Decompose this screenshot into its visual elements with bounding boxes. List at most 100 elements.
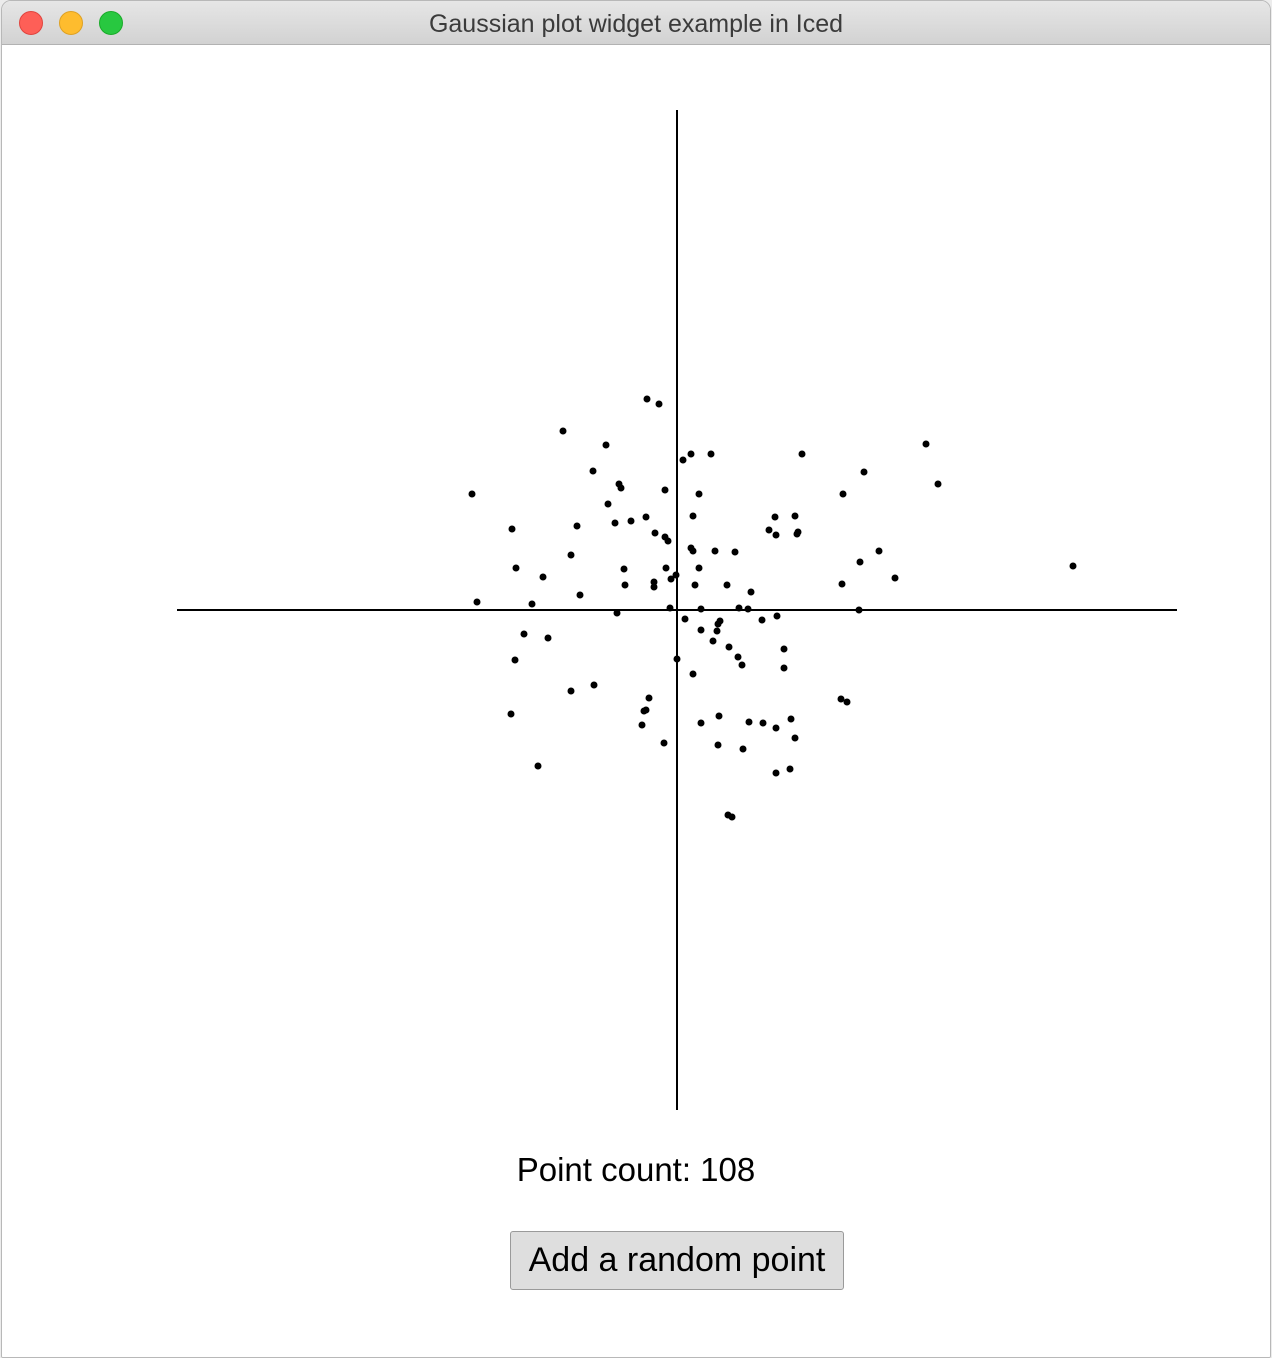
scatter-point-55 [838, 580, 846, 588]
close-window-button[interactable] [19, 11, 43, 35]
scatter-point-95 [745, 718, 753, 726]
scatter-point-85 [567, 687, 575, 695]
point-count-label: Point count: 108 [516, 1151, 756, 1188]
scatter-point-44 [695, 564, 703, 572]
scatter-point-100 [660, 739, 668, 747]
scatter-point-16 [839, 490, 847, 498]
scatter-point-24 [651, 529, 659, 537]
scatter-point-43 [662, 564, 670, 572]
scatter-point-58 [473, 598, 481, 606]
scatter-point-1 [655, 400, 663, 408]
scatter-point-91 [640, 707, 648, 715]
scatter-point-80 [673, 655, 681, 663]
scatter-point-71 [713, 627, 721, 635]
scatter-point-96 [759, 719, 767, 727]
scatter-point-54 [723, 581, 731, 589]
scatter-point-8 [798, 450, 806, 458]
scatter-point-20 [573, 522, 581, 530]
minimize-window-button[interactable] [59, 11, 83, 35]
scatter-point-40 [875, 547, 883, 555]
scatter-point-76 [725, 643, 733, 651]
scatter-point-52 [650, 583, 658, 591]
scatter-point-33 [664, 537, 672, 545]
scatter-point-48 [891, 574, 899, 582]
scatter-point-7 [707, 450, 715, 458]
scatter-point-92 [715, 712, 723, 720]
scatter-point-50 [650, 578, 658, 586]
scatter-point-63 [744, 605, 752, 613]
scatter-point-86 [645, 694, 653, 702]
scatter-point-23 [642, 513, 650, 521]
scatter-point-64 [613, 609, 621, 617]
scatter-point-74 [544, 634, 552, 642]
scatter-point-39 [856, 558, 864, 566]
scatter-point-56 [576, 591, 584, 599]
add-random-point-button[interactable]: Add a random point [510, 1231, 844, 1290]
scatter-point-0 [643, 395, 651, 403]
scatter-point-99 [791, 734, 799, 742]
scatter-point-68 [773, 612, 781, 620]
scatter-point-83 [689, 670, 697, 678]
scatter-point-15 [695, 490, 703, 498]
scatter-point-49 [1069, 562, 1077, 570]
scatter-point-82 [780, 664, 788, 672]
scatter-point-61 [697, 605, 705, 613]
scatter-point-37 [711, 547, 719, 555]
scatter-point-70 [714, 620, 722, 628]
scatter-point-3 [602, 441, 610, 449]
scatter-point-67 [758, 616, 766, 624]
scatter-point-105 [772, 769, 780, 777]
scatter-point-46 [672, 571, 680, 579]
zoom-window-button[interactable] [99, 11, 123, 35]
title-bar[interactable]: Gaussian plot widget example in Iced [2, 1, 1270, 45]
scatter-point-77 [780, 645, 788, 653]
scatter-point-41 [512, 564, 520, 572]
scatter-point-45 [539, 573, 547, 581]
scatter-point-22 [627, 517, 635, 525]
scatter-point-81 [511, 656, 519, 664]
scatter-point-6 [687, 450, 695, 458]
scatter-point-94 [697, 719, 705, 727]
scatter-point-53 [691, 581, 699, 589]
scatter-point-31 [794, 528, 802, 536]
gaussian-plot [177, 110, 1177, 1115]
scatter-point-18 [604, 500, 612, 508]
scatter-point-72 [697, 626, 705, 634]
window-title: Gaussian plot widget example in Iced [428, 10, 844, 38]
scatter-point-84 [590, 681, 598, 689]
scatter-point-102 [739, 745, 747, 753]
scatter-point-28 [765, 526, 773, 534]
scatter-point-25 [689, 512, 697, 520]
scatter-point-19 [508, 525, 516, 533]
scatter-point-35 [689, 547, 697, 555]
scatter-point-2 [559, 427, 567, 435]
scatter-point-51 [621, 581, 629, 589]
scatter-point-65 [855, 606, 863, 614]
scatter-point-93 [638, 721, 646, 729]
scatter-point-12 [617, 484, 625, 492]
scatter-point-42 [620, 565, 628, 573]
scatter-point-13 [468, 490, 476, 498]
window-content: Point count: 108 Add a random point [2, 45, 1270, 1357]
scatter-point-90 [507, 710, 515, 718]
scatter-point-104 [786, 765, 794, 773]
scatter-point-97 [772, 724, 780, 732]
scatter-point-21 [611, 519, 619, 527]
scatter-point-88 [843, 698, 851, 706]
scatter-point-75 [709, 637, 717, 645]
scatter-point-26 [771, 513, 779, 521]
scatter-point-38 [731, 548, 739, 556]
scatter-point-10 [860, 468, 868, 476]
scatter-point-9 [922, 440, 930, 448]
scatter-point-78 [734, 653, 742, 661]
scatter-point-101 [714, 741, 722, 749]
plot-canvas [177, 110, 1177, 1110]
scatter-point-79 [738, 661, 746, 669]
scatter-point-62 [735, 604, 743, 612]
scatter-point-59 [528, 600, 536, 608]
scatter-point-29 [772, 531, 780, 539]
scatter-point-98 [787, 715, 795, 723]
scatter-point-4 [589, 467, 597, 475]
scatter-point-73 [520, 630, 528, 638]
